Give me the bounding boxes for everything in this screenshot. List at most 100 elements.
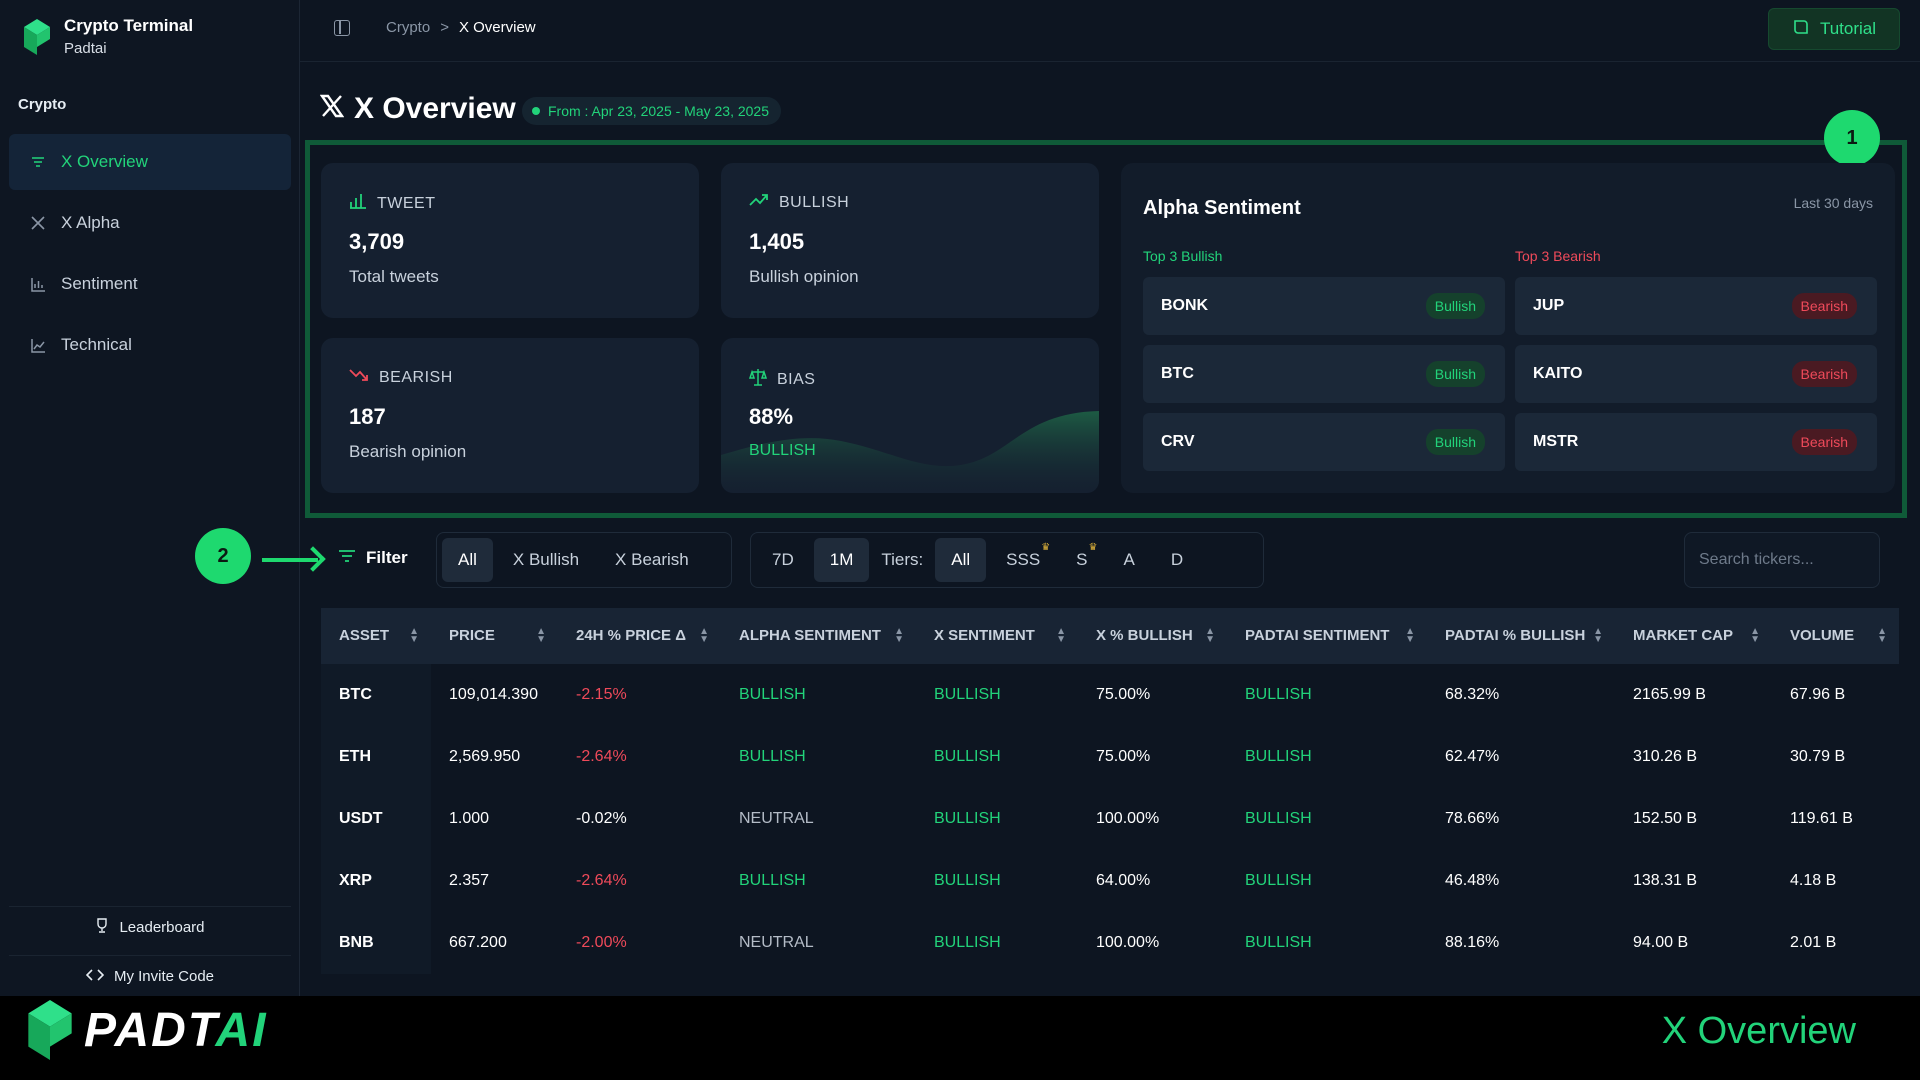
status-dot-icon bbox=[532, 107, 540, 115]
sort-icon: ▲ ▼ bbox=[894, 626, 904, 645]
period-7d-button[interactable]: 7D bbox=[772, 550, 794, 569]
cell-x-sentiment: BULLISH bbox=[934, 686, 1001, 703]
cell-market-cap: 310.26 B bbox=[1633, 748, 1698, 765]
coin-name: CRV bbox=[1161, 433, 1195, 450]
cell-x-sentiment: BULLISH bbox=[934, 748, 1001, 765]
bullish-coin-row[interactable]: BTC Bullish bbox=[1143, 345, 1505, 403]
column-header-x-sentiment[interactable]: X SENTIMENT ▲ ▼ bbox=[934, 626, 1066, 645]
cell-x-sentiment: BULLISH bbox=[934, 810, 1001, 827]
tier-d-button[interactable]: D bbox=[1170, 550, 1184, 569]
column-header-market-cap[interactable]: MARKET CAP ▲ ▼ bbox=[1633, 626, 1760, 645]
sidebar-toggle-icon[interactable] bbox=[334, 20, 350, 36]
cell-alpha-sentiment: BULLISH bbox=[739, 872, 806, 889]
cell-market-cap: 152.50 B bbox=[1633, 810, 1698, 827]
filter-x-bullish-button[interactable]: X Bullish bbox=[512, 550, 580, 569]
filter-all-button[interactable]: All bbox=[442, 538, 493, 582]
filter-icon bbox=[338, 548, 356, 568]
footer-wordmark: PADTAI bbox=[84, 1003, 268, 1058]
bullish-badge: Bullish bbox=[1425, 361, 1485, 387]
tier-s-button[interactable]: S ♛ bbox=[1060, 538, 1103, 582]
tier-sss-button[interactable]: SSS ♛ bbox=[990, 538, 1056, 582]
column-header-x-bullish[interactable]: X % BULLISH ▲ ▼ bbox=[1096, 626, 1215, 645]
padtai-logo-icon bbox=[24, 18, 50, 55]
leaderboard-button[interactable]: Leaderboard bbox=[9, 906, 291, 948]
table-row[interactable]: ETH 2,569.950 -2.64% BULLISH BULLISH 75.… bbox=[321, 726, 1899, 788]
table-row[interactable]: BNB 667.200 -2.00% NEUTRAL BULLISH 100.0… bbox=[321, 912, 1899, 974]
table-row[interactable]: BTC 109,014.390 -2.15% BULLISH BULLISH 7… bbox=[321, 664, 1899, 726]
tutorial-button[interactable]: Tutorial bbox=[1768, 8, 1900, 50]
stat-label: BEARISH bbox=[379, 368, 453, 386]
breadcrumb-parent[interactable]: Crypto bbox=[386, 19, 431, 36]
sort-icon: ▲ ▼ bbox=[699, 626, 709, 645]
coin-name: JUP bbox=[1533, 297, 1565, 314]
footer-wordmark-accent: AI bbox=[215, 1003, 268, 1057]
cell-padtai-sentiment: BULLISH bbox=[1245, 810, 1312, 827]
brand[interactable]: Crypto Terminal Padtai bbox=[24, 16, 193, 57]
bearish-badge: Bearish bbox=[1791, 293, 1857, 319]
column-header-price[interactable]: PRICE ▲ ▼ bbox=[449, 626, 546, 645]
tiers-label: Tiers: bbox=[881, 550, 924, 569]
period-1m-button[interactable]: 1M bbox=[813, 538, 870, 582]
breadcrumb: Crypto > X Overview bbox=[386, 19, 536, 36]
column-header-volume[interactable]: VOLUME ▲ ▼ bbox=[1790, 626, 1887, 645]
book-icon bbox=[1792, 18, 1810, 41]
invite-code-button[interactable]: My Invite Code bbox=[9, 955, 291, 997]
tier-a-button[interactable]: A bbox=[1123, 550, 1135, 569]
table-row[interactable]: USDT 1.000 -0.02% NEUTRAL BULLISH 100.00… bbox=[321, 788, 1899, 850]
cell-asset: XRP bbox=[321, 850, 431, 912]
column-header-24h-change[interactable]: 24H % PRICE Δ ▲ ▼ bbox=[576, 626, 709, 645]
filter-button[interactable]: Filter bbox=[338, 548, 408, 568]
table-row[interactable]: XRP 2.357 -2.64% BULLISH BULLISH 64.00% … bbox=[321, 850, 1899, 912]
stat-value: 3,709 bbox=[349, 229, 405, 254]
column-header-alpha-sentiment[interactable]: ALPHA SENTIMENT ▲ ▼ bbox=[739, 626, 904, 645]
footer-wordmark-main: PADT bbox=[84, 1003, 216, 1057]
bearish-coin-row[interactable]: KAITO Bearish bbox=[1515, 345, 1877, 403]
scale-icon bbox=[748, 368, 768, 391]
tier-all-button[interactable]: All bbox=[935, 538, 987, 582]
tier-sss-label: SSS bbox=[1006, 550, 1041, 569]
bearish-coin-row[interactable]: JUP Bearish bbox=[1515, 277, 1877, 335]
sidebar-item-sentiment[interactable]: Sentiment bbox=[9, 256, 291, 312]
stat-card-header: BEARISH bbox=[349, 368, 453, 387]
bearish-badge: Bearish bbox=[1791, 361, 1857, 387]
filter-x-bearish-button[interactable]: X Bearish bbox=[615, 550, 689, 569]
bullish-coin-row[interactable]: CRV Bullish bbox=[1143, 413, 1505, 471]
cell-volume: 119.61 B bbox=[1790, 810, 1853, 827]
cell-market-cap: 2165.99 B bbox=[1633, 686, 1706, 703]
period-tier-filter-group: 7D 1M Tiers: All SSS ♛ S ♛ A D bbox=[750, 532, 1264, 588]
column-header-padtai-sentiment[interactable]: PADTAI SENTIMENT ▲ ▼ bbox=[1245, 626, 1415, 645]
highlight-region-stats bbox=[305, 140, 1907, 518]
sidebar-item-x-alpha[interactable]: X Alpha bbox=[9, 195, 291, 251]
cell-24h-change: -2.64% bbox=[576, 748, 627, 765]
cell-alpha-sentiment: BULLISH bbox=[739, 748, 806, 765]
stat-card-header: BULLISH bbox=[749, 193, 849, 212]
filter-label: Filter bbox=[366, 548, 408, 567]
cell-market-cap: 94.00 B bbox=[1633, 934, 1689, 951]
sort-icon: ▲ ▼ bbox=[409, 626, 419, 645]
alpha-sentiment-card: Alpha Sentiment Last 30 days Top 3 Bulli… bbox=[1121, 163, 1895, 493]
crown-icon: ♛ bbox=[1041, 542, 1051, 553]
list-icon bbox=[29, 153, 47, 171]
column-header-padtai-bullish[interactable]: PADTAI % BULLISH ▲ ▼ bbox=[1445, 626, 1603, 645]
stat-card-tweet: TWEET 3,709 Total tweets bbox=[321, 163, 699, 318]
cell-alpha-sentiment: BULLISH bbox=[739, 686, 806, 703]
bar-chart-icon bbox=[349, 193, 367, 214]
cell-x-bullish: 100.00% bbox=[1096, 810, 1160, 827]
sort-icon: ▲ ▼ bbox=[1405, 626, 1415, 645]
stat-label: BULLISH bbox=[779, 193, 850, 211]
search-tickers-input[interactable] bbox=[1684, 532, 1880, 588]
sidebar-item-x-overview[interactable]: X Overview bbox=[9, 134, 291, 190]
bearish-coin-row[interactable]: MSTR Bearish bbox=[1515, 413, 1877, 471]
bullish-coin-row[interactable]: BONK Bullish bbox=[1143, 277, 1505, 335]
x-icon bbox=[29, 214, 47, 232]
cell-volume: 4.18 B bbox=[1790, 872, 1837, 889]
cell-volume: 67.96 B bbox=[1790, 686, 1846, 703]
column-header-asset[interactable]: ASSET ▲ ▼ bbox=[339, 626, 419, 645]
table-header-row: ASSET ▲ ▼ PRICE ▲ ▼ 24H % PRICE Δ ▲ ▼ ALPHA SE… bbox=[321, 608, 1899, 664]
cell-x-sentiment: BULLISH bbox=[934, 872, 1001, 889]
sidebar-item-label: Sentiment bbox=[61, 274, 138, 293]
tutorial-label: Tutorial bbox=[1819, 19, 1877, 38]
coin-name: BONK bbox=[1161, 297, 1209, 314]
sidebar-item-technical[interactable]: Technical bbox=[9, 317, 291, 373]
stat-sub: BULLISH bbox=[749, 442, 816, 459]
